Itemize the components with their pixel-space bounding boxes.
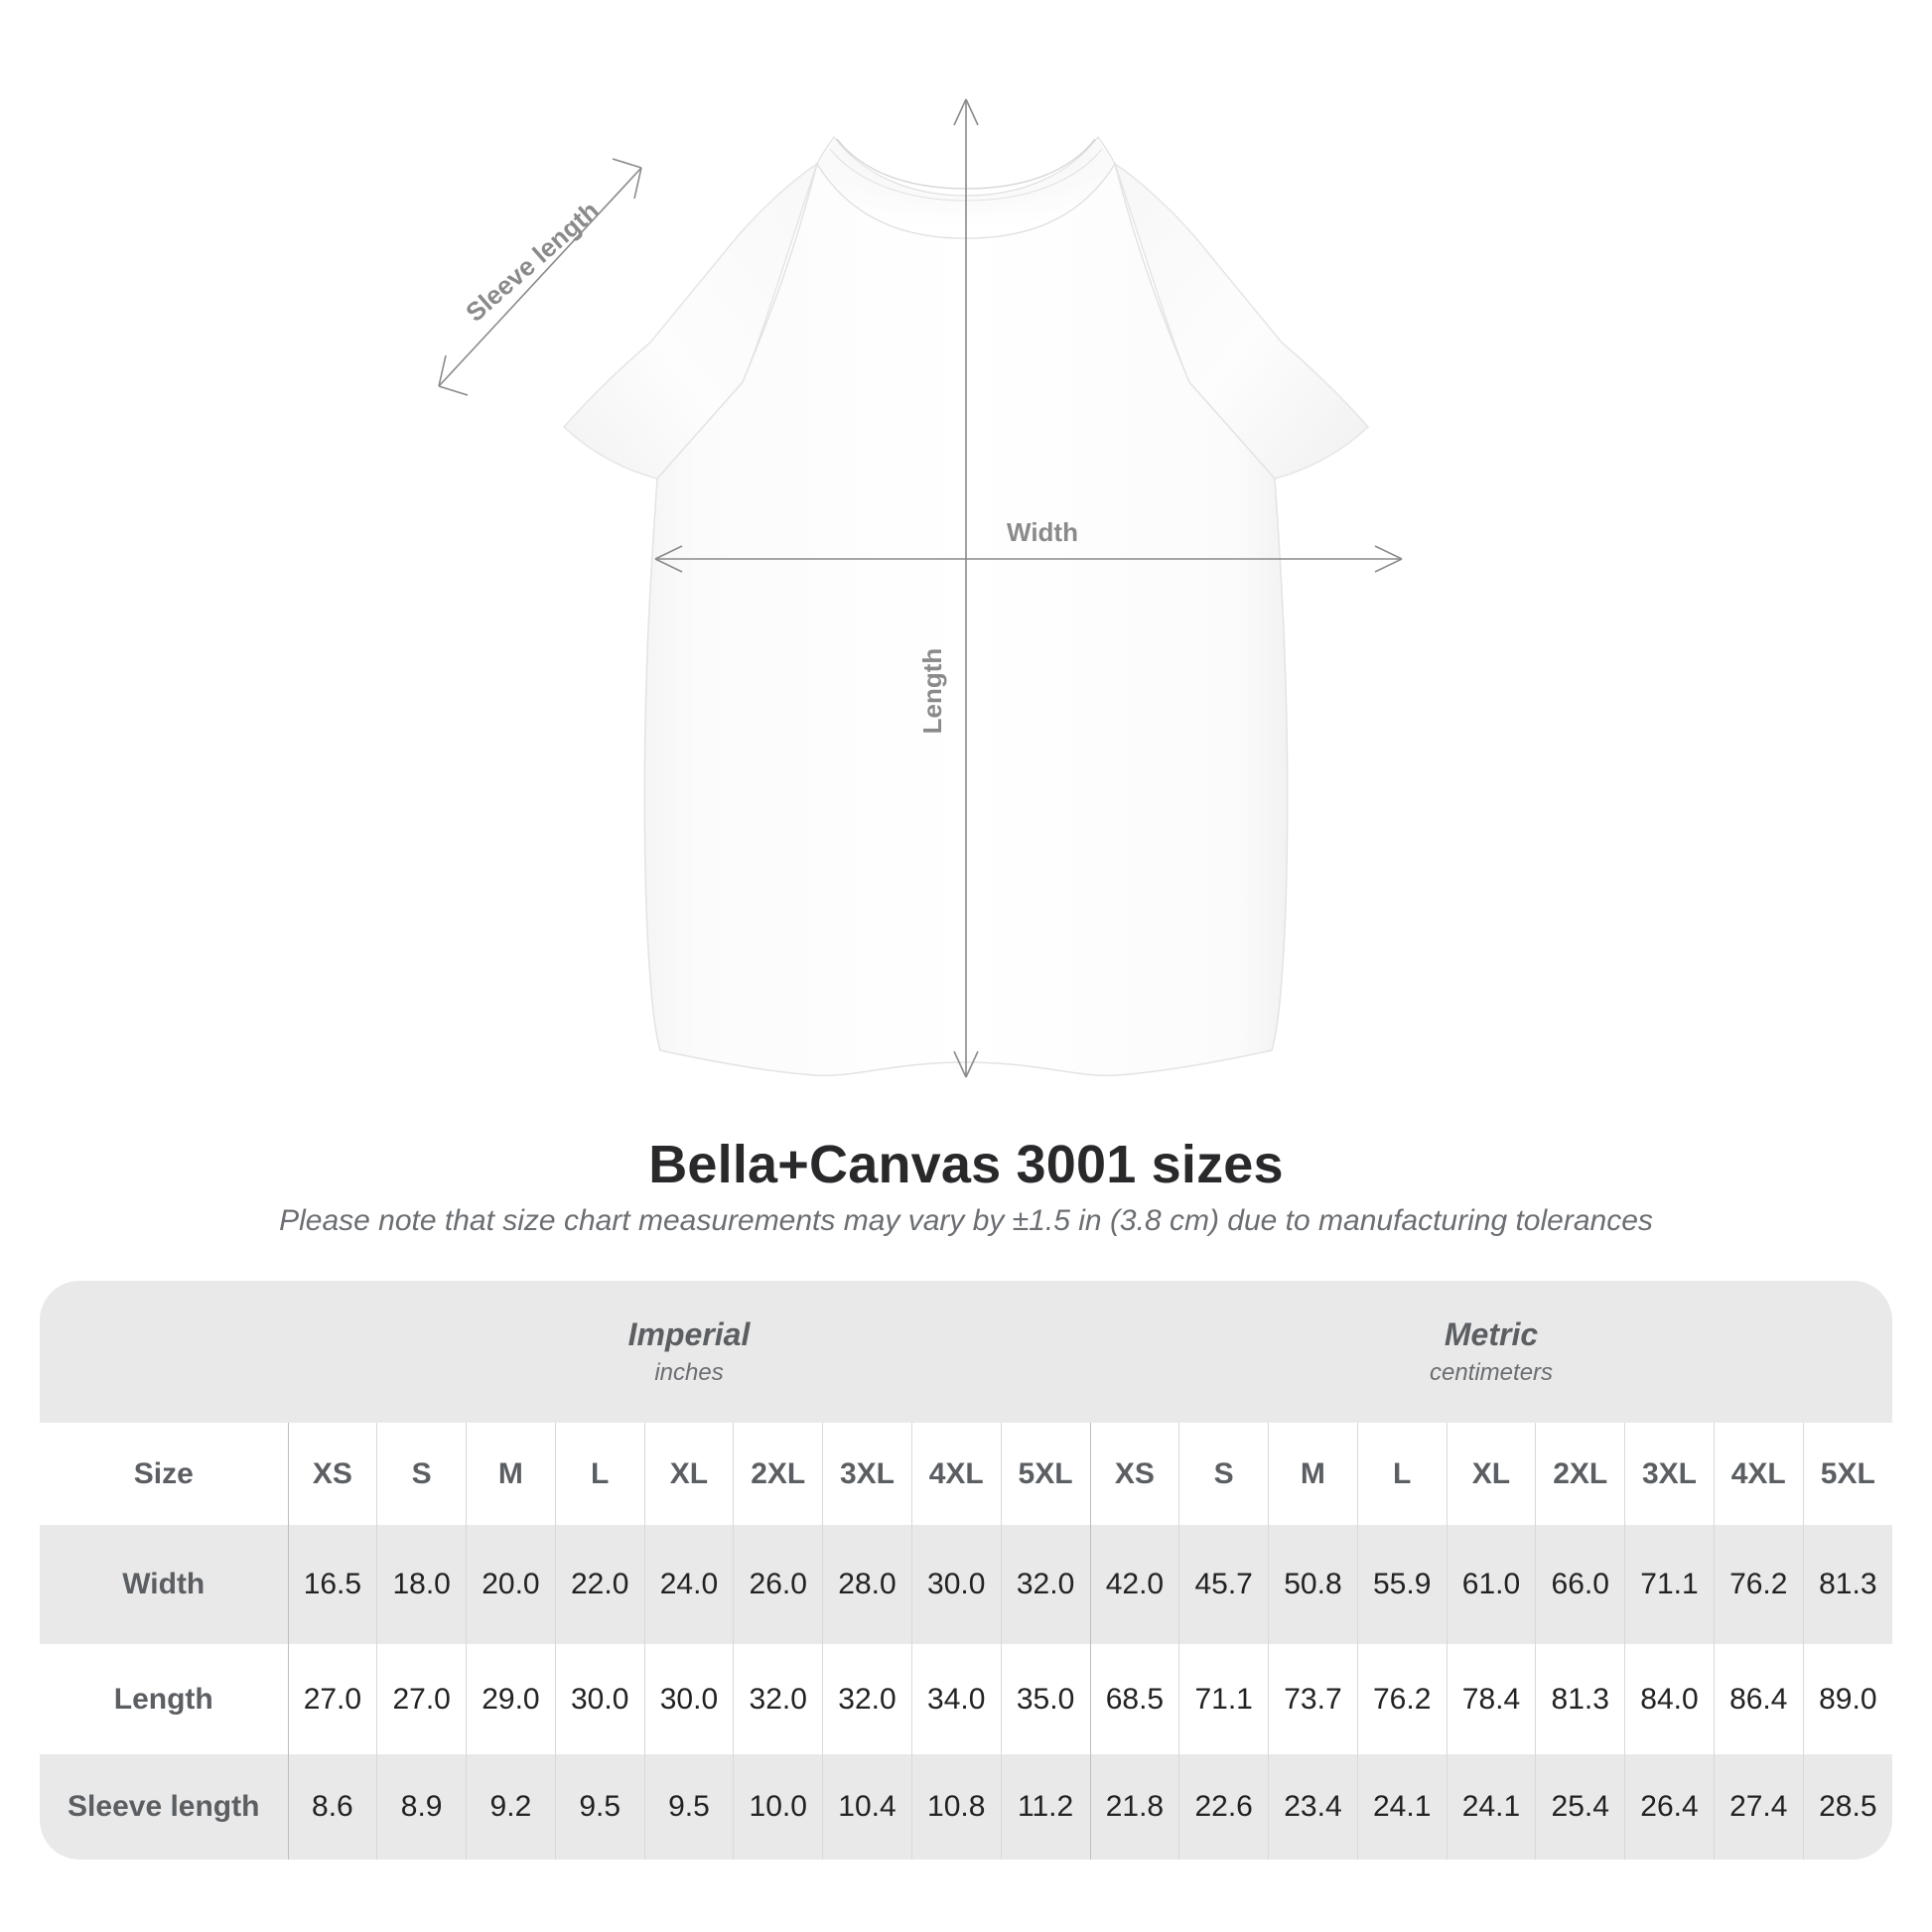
svg-text:Width: Width: [1007, 517, 1078, 547]
svg-text:Length: Length: [917, 648, 947, 735]
svg-text:Sleeve length: Sleeve length: [460, 196, 605, 328]
